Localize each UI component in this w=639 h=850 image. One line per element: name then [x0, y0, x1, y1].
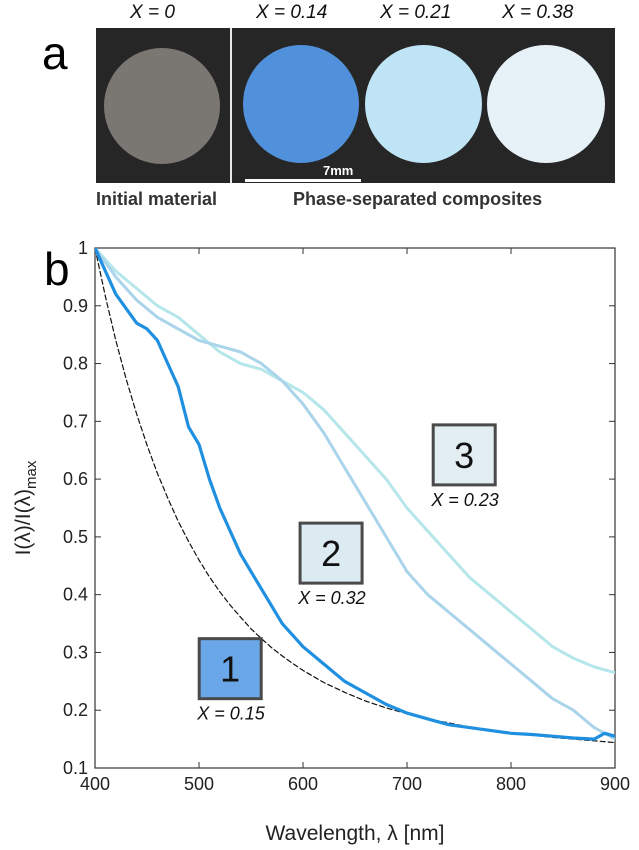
- x-tick-label: 500: [184, 774, 214, 794]
- y-tick-label: 0.4: [63, 585, 88, 605]
- sample-disk-x038: [487, 45, 605, 163]
- y-tick-label: 0.6: [63, 469, 88, 489]
- y-axis-title: I(λ)/I(λ)max: [12, 460, 40, 555]
- annotation-x-label-2: X = 0.32: [297, 588, 366, 608]
- x-tick-label: 700: [392, 774, 422, 794]
- x-tick-label: 400: [80, 774, 110, 794]
- sample-disk-x0: [104, 48, 220, 164]
- caption-phase-separated: Phase-separated composites: [293, 189, 543, 209]
- series-line-3: [95, 248, 615, 675]
- caption-initial-material: Initial material: [96, 189, 218, 209]
- annotation-x-label-1: X = 0.15: [196, 704, 266, 724]
- photo-divider: [230, 28, 232, 183]
- series-line-1: [95, 248, 615, 741]
- sample-label-x021: X = 0.21: [380, 2, 452, 23]
- sample-label-x0: X = 0: [130, 2, 175, 23]
- series-line-fit: [95, 248, 615, 744]
- sample-disk-x021: [365, 45, 482, 163]
- scale-bar: [245, 179, 361, 182]
- panel-b-letter: b: [44, 243, 70, 295]
- annotation-layer: 1 X = 0.15 2 X = 0.32 3 X = 0.23: [196, 423, 499, 724]
- x-axis-title: Wavelength, λ [nm]: [266, 822, 445, 845]
- sample-disk-x014: [243, 45, 359, 163]
- sample-label-x038: X = 0.38: [502, 2, 574, 23]
- y-tick-label: 0.9: [63, 296, 88, 316]
- panel-a-letter: a: [42, 27, 68, 79]
- y-tick-label: 0.2: [63, 700, 88, 720]
- x-tick-label: 600: [288, 774, 318, 794]
- annotation-x-label-3: X = 0.23: [430, 490, 499, 510]
- y-tick-label: 1: [78, 238, 88, 258]
- plot-frame: [94, 247, 616, 769]
- x-tick-label: 800: [496, 774, 526, 794]
- series-line-2: [95, 248, 615, 741]
- y-tick-label: 0.7: [63, 411, 88, 431]
- y-tick-label: 0.1: [63, 758, 88, 778]
- scale-bar-label: 7mm: [323, 163, 354, 178]
- y-tick-label: 0.3: [63, 642, 88, 662]
- axis-ticks: 400 500 600 700 800 900 0.1 0.2 0.3 0.4 0.5 0.6 0.7 0…: [63, 238, 630, 794]
- y-tick-label: 0.5: [63, 527, 88, 547]
- annotation-box-3: [431, 423, 497, 487]
- series-layer: [95, 248, 615, 744]
- y-axis-title-main: I(λ)/I(λ): [12, 489, 35, 555]
- y-tick-label: 0.8: [63, 354, 88, 374]
- x-tick-label: 900: [600, 774, 630, 794]
- spectrum-chart: 400 500 600 700 800 900 0.1 0.2 0.3 0.4 0.5 0.6 0.7 0…: [12, 238, 630, 845]
- annotation-box-2: [298, 521, 364, 585]
- annotation-box-number-1: 1: [220, 649, 240, 690]
- annotation-box-number-3: 3: [454, 435, 474, 476]
- annotation-box-number-2: 2: [321, 533, 341, 574]
- sample-label-x014: X = 0.14: [256, 2, 328, 23]
- annotation-box-1: [197, 637, 263, 701]
- y-axis-title-sub: max: [23, 460, 40, 489]
